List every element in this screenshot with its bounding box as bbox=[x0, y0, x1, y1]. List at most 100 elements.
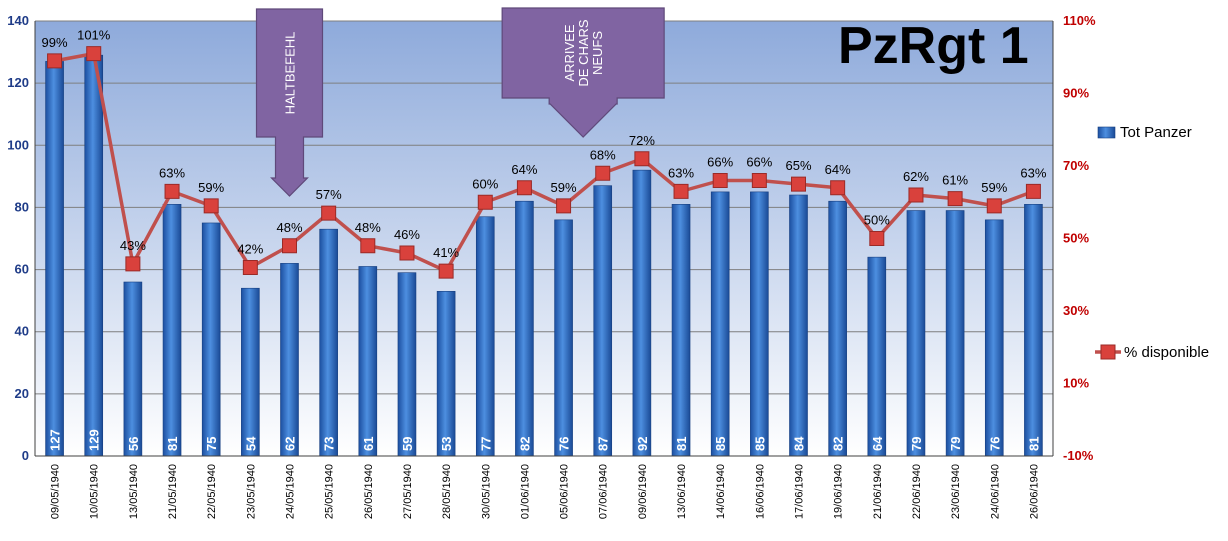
line-point bbox=[634, 151, 650, 167]
line-point bbox=[791, 176, 806, 192]
bar-value-label: 53 bbox=[439, 437, 454, 451]
x-tick-label: 27/05/1940 bbox=[402, 464, 414, 519]
x-tick-label: 01/06/1940 bbox=[519, 464, 531, 519]
point-label: 60% bbox=[472, 176, 498, 191]
bar bbox=[123, 281, 143, 457]
bar bbox=[593, 185, 613, 457]
point-label: 72% bbox=[629, 133, 655, 148]
x-tick-label: 25/05/1940 bbox=[324, 464, 336, 519]
point-label: 59% bbox=[551, 180, 577, 195]
line-point bbox=[986, 198, 1002, 214]
x-tick-label: 26/06/1940 bbox=[1028, 464, 1040, 519]
y-left-tick-label: 0 bbox=[22, 448, 29, 463]
y-left-tick-label: 40 bbox=[15, 324, 29, 339]
line-point bbox=[203, 198, 219, 214]
point-label: 64% bbox=[825, 162, 851, 177]
bar bbox=[84, 54, 104, 457]
bar bbox=[789, 194, 808, 457]
line-point bbox=[869, 231, 885, 246]
y-right-tick-label: 50% bbox=[1063, 231, 1089, 246]
bar bbox=[475, 216, 495, 457]
line-point bbox=[321, 205, 337, 221]
bar bbox=[45, 61, 64, 457]
x-tick-label: 30/05/1940 bbox=[480, 464, 492, 519]
bar-value-label: 129 bbox=[87, 429, 102, 451]
bar-value-label: 82 bbox=[831, 437, 846, 451]
x-tick-label: 24/06/1940 bbox=[989, 464, 1001, 519]
bar-value-label: 85 bbox=[713, 437, 728, 451]
y-left-tick-label: 80 bbox=[15, 199, 29, 214]
annotation-text: DE CHARS bbox=[576, 19, 591, 87]
line-point bbox=[908, 187, 924, 203]
x-tick-label: 10/05/1940 bbox=[89, 464, 101, 519]
line-point bbox=[242, 260, 258, 275]
bar-value-label: 79 bbox=[948, 437, 963, 451]
line-point bbox=[947, 191, 963, 207]
point-label: 62% bbox=[903, 169, 929, 184]
bar-value-label: 54 bbox=[243, 436, 258, 451]
legend: Tot Panzer % disponible bbox=[1095, 124, 1209, 361]
point-label: 64% bbox=[511, 162, 537, 177]
annotation-arrow: HALTBEFEHL bbox=[255, 8, 324, 197]
bar-value-label: 59 bbox=[400, 437, 415, 451]
point-label: 101% bbox=[77, 28, 111, 43]
legend-label-line: % disponible bbox=[1124, 344, 1209, 361]
line-point bbox=[399, 245, 415, 261]
line-point bbox=[477, 194, 493, 210]
point-label: 46% bbox=[394, 227, 420, 242]
x-tick-label: 09/06/1940 bbox=[637, 464, 649, 519]
bar bbox=[945, 210, 965, 457]
x-tick-label: 17/06/1940 bbox=[794, 464, 806, 519]
line-point bbox=[47, 53, 63, 69]
x-tick-label: 23/05/1940 bbox=[245, 464, 257, 519]
bar bbox=[436, 291, 456, 457]
bar-value-label: 61 bbox=[361, 437, 376, 451]
y-left-tick-label: 60 bbox=[15, 262, 29, 277]
bar-value-label: 76 bbox=[557, 437, 572, 451]
line-point bbox=[86, 46, 102, 62]
bar-value-label: 77 bbox=[478, 437, 493, 451]
y-right-tick-label: 90% bbox=[1063, 86, 1089, 101]
x-tick-label: 16/06/1940 bbox=[754, 464, 766, 519]
bar bbox=[397, 272, 417, 457]
bar-value-label: 87 bbox=[596, 437, 611, 451]
y-right-tick-label: 30% bbox=[1063, 303, 1089, 318]
point-label: 66% bbox=[746, 155, 772, 170]
point-label: 41% bbox=[433, 245, 459, 260]
bar-value-label: 73 bbox=[322, 437, 337, 451]
point-label: 57% bbox=[316, 187, 342, 202]
line-point bbox=[1025, 183, 1041, 199]
line-point bbox=[830, 180, 846, 196]
y-right-tick-label: -10% bbox=[1063, 448, 1094, 463]
annotation-shape bbox=[501, 7, 665, 138]
line-point bbox=[516, 180, 532, 196]
bar-value-label: 127 bbox=[48, 429, 63, 451]
x-tick-label: 07/06/1940 bbox=[598, 464, 610, 519]
bar bbox=[1024, 204, 1043, 457]
legend-label-bars: Tot Panzer bbox=[1120, 124, 1192, 141]
chart-title: PzRgt 1 bbox=[838, 17, 1029, 75]
bar bbox=[241, 287, 260, 457]
annotation-shape bbox=[255, 8, 324, 197]
bar-value-label: 92 bbox=[635, 437, 650, 451]
line-point bbox=[751, 173, 767, 188]
bar bbox=[162, 204, 182, 457]
line-point bbox=[282, 238, 297, 254]
bar-value-label: 79 bbox=[909, 437, 924, 451]
legend-swatch-marker bbox=[1100, 344, 1116, 360]
bar-value-label: 64 bbox=[870, 436, 885, 451]
x-tick-label: 28/05/1940 bbox=[441, 464, 453, 519]
point-label: 68% bbox=[590, 147, 616, 162]
y-right-tick-label: 10% bbox=[1063, 376, 1089, 391]
point-label: 42% bbox=[237, 242, 263, 257]
point-label: 50% bbox=[864, 213, 890, 228]
point-label: 48% bbox=[355, 220, 381, 235]
point-label: 63% bbox=[159, 165, 185, 180]
annotations: HALTBEFEHL ARRIVEE DE CHARS NEUFS bbox=[255, 7, 665, 197]
line-point bbox=[360, 238, 376, 254]
bar-value-label: 84 bbox=[792, 436, 807, 451]
x-tick-label: 21/06/1940 bbox=[872, 464, 884, 519]
point-label: 48% bbox=[276, 220, 302, 235]
y-left-tick-label: 120 bbox=[7, 75, 29, 90]
